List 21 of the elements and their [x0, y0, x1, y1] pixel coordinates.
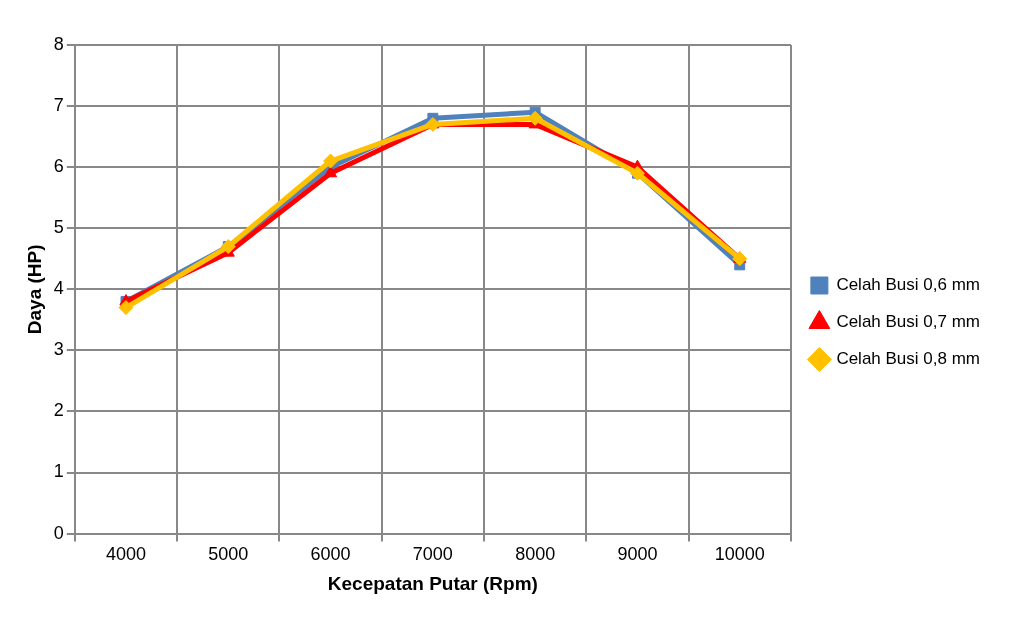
legend-label: Celah Busi 0,6 mm: [836, 275, 981, 295]
y-tick-label: 4: [53, 278, 64, 299]
x-tick-label: 8000: [515, 544, 556, 565]
y-tick-label: 1: [53, 461, 64, 482]
legend-label: Celah Busi 0,7 mm: [836, 312, 981, 332]
x-tick-label: 6000: [310, 544, 351, 565]
x-tick-label: 4000: [105, 544, 146, 565]
y-tick-label: 8: [53, 33, 64, 54]
x-tick-label: 9000: [617, 544, 658, 565]
y-tick-label: 5: [53, 217, 64, 238]
x-tick-label: 5000: [208, 544, 249, 565]
y-axis-title: Daya (HP): [23, 244, 45, 335]
y-tick-label: 3: [53, 339, 64, 360]
x-axis-title: Kecepatan Putar (Rpm): [327, 572, 538, 594]
x-tick-label: 10000: [714, 544, 765, 565]
y-tick-label: 6: [53, 156, 64, 177]
y-tick-label: 0: [53, 522, 64, 543]
y-tick-label: 7: [53, 95, 64, 116]
y-tick-label: 2: [53, 400, 64, 421]
legend-label: Celah Busi 0,8 mm: [836, 349, 981, 369]
x-tick-label: 7000: [412, 544, 453, 565]
